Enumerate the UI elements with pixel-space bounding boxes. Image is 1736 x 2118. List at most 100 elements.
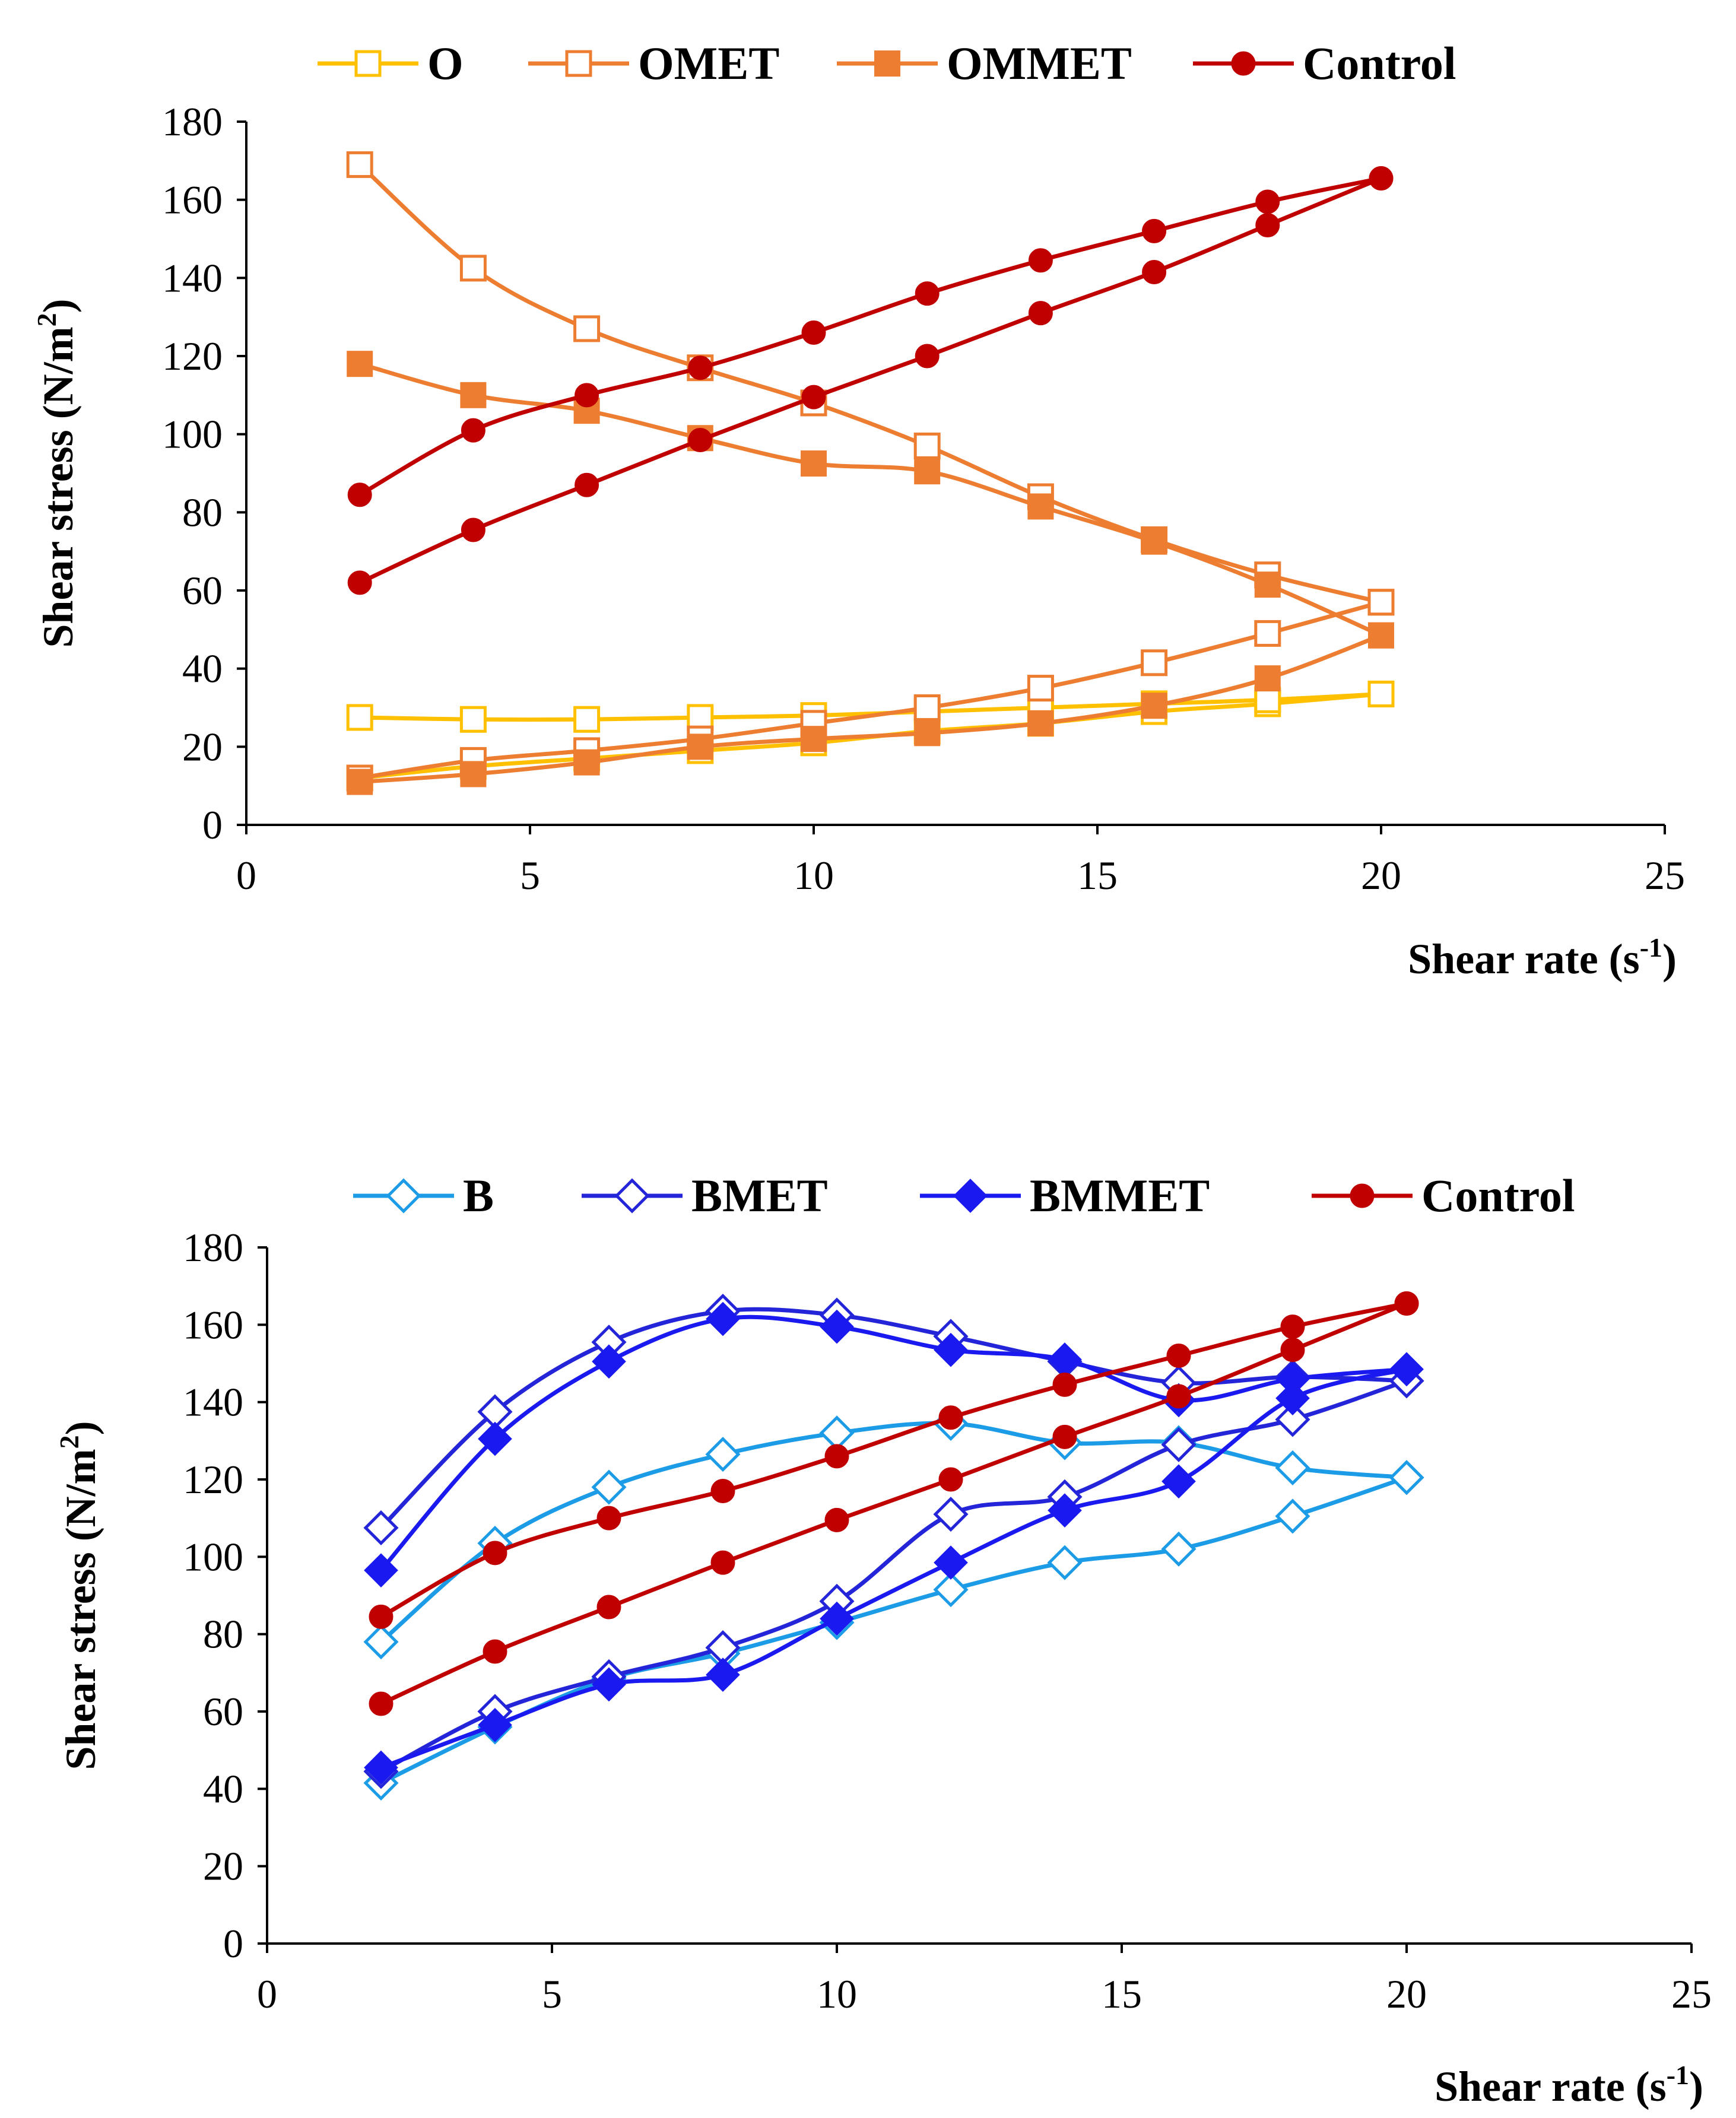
data-point bbox=[706, 1657, 740, 1692]
series-line-up bbox=[379, 1379, 1409, 1774]
chart-bottom: 0 20 40 60 80 100 120 140 160 180 0 5 10 15 20 25 Shear … bbox=[54, 1170, 1712, 2110]
data-point bbox=[346, 151, 373, 178]
data-point bbox=[1275, 1402, 1310, 1437]
data-point bbox=[914, 720, 941, 747]
series-b bbox=[363, 1405, 1424, 1801]
axes: 0 20 40 60 80 100 120 140 160 180 0 5 10 15 20 25 bbox=[162, 99, 1685, 898]
data-point bbox=[483, 1541, 507, 1566]
y-axis-title: Shear stress (N/m2) bbox=[31, 299, 82, 647]
x-tick-label: 15 bbox=[1102, 1971, 1142, 2017]
series-line-down bbox=[357, 176, 1383, 497]
data-point bbox=[460, 761, 487, 787]
data-point bbox=[459, 255, 487, 282]
data-point bbox=[346, 704, 373, 731]
data-point bbox=[1255, 212, 1280, 237]
data-point bbox=[461, 517, 485, 542]
chart-top: 0 20 40 60 80 100 120 140 160 180 0 5 10 15 20 25 Shear … bbox=[31, 37, 1685, 983]
legend-item: BMMET bbox=[920, 1170, 1210, 1221]
series-control bbox=[347, 166, 1394, 595]
data-point bbox=[1027, 710, 1054, 736]
x-tick-label: 0 bbox=[236, 853, 256, 898]
x-tick-label: 10 bbox=[794, 853, 834, 898]
data-point bbox=[1052, 1372, 1077, 1397]
x-tick-label: 25 bbox=[1671, 1971, 1712, 2017]
data-point bbox=[592, 1344, 626, 1379]
x-tick-label: 25 bbox=[1645, 853, 1685, 898]
legend: B BMET BMMET Control bbox=[353, 1170, 1575, 1221]
y-tick-label: 160 bbox=[162, 177, 223, 223]
legend-label: BMMET bbox=[1030, 1170, 1210, 1221]
data-point bbox=[573, 315, 601, 342]
legend-label: OMET bbox=[638, 37, 779, 89]
data-point bbox=[347, 570, 372, 595]
data-point bbox=[688, 355, 713, 380]
y-tick-label: 0 bbox=[223, 1921, 243, 1966]
data-point bbox=[914, 458, 941, 485]
series-line-up bbox=[379, 1301, 1409, 1706]
y-tick-label: 180 bbox=[183, 1225, 243, 1270]
data-point bbox=[687, 733, 713, 760]
legend-label: Control bbox=[1303, 37, 1456, 89]
legend-label: BMET bbox=[691, 1170, 828, 1221]
data-point bbox=[347, 351, 373, 377]
data-point bbox=[478, 1421, 512, 1456]
data-point bbox=[1368, 622, 1394, 649]
data-point bbox=[1275, 1498, 1310, 1534]
data-point bbox=[801, 320, 826, 345]
y-tick-label: 100 bbox=[183, 1534, 243, 1579]
data-point bbox=[1369, 166, 1394, 190]
legend-marker bbox=[953, 1179, 988, 1213]
data-point bbox=[706, 1301, 740, 1336]
data-point bbox=[710, 1550, 735, 1575]
legend-item: Control bbox=[1193, 37, 1456, 89]
series-line-down bbox=[379, 1307, 1409, 1530]
data-point bbox=[824, 1444, 849, 1469]
series-line-up bbox=[379, 1367, 1409, 1770]
data-point bbox=[933, 1572, 969, 1608]
data-point bbox=[933, 1497, 969, 1532]
x-tick-label: 5 bbox=[520, 853, 540, 898]
legend-marker bbox=[354, 50, 382, 77]
data-point bbox=[915, 344, 940, 369]
data-point bbox=[1161, 1531, 1197, 1567]
x-tick-label: 15 bbox=[1077, 853, 1118, 898]
legend-marker bbox=[386, 1178, 421, 1214]
data-point bbox=[705, 1437, 741, 1472]
data-point bbox=[801, 385, 826, 409]
data-point bbox=[592, 1667, 626, 1702]
data-point bbox=[363, 1624, 399, 1660]
data-point bbox=[1052, 1424, 1077, 1449]
data-point bbox=[460, 382, 487, 408]
data-point bbox=[1367, 589, 1395, 616]
data-point bbox=[819, 1415, 855, 1451]
legend-marker bbox=[614, 1178, 650, 1214]
data-point bbox=[364, 1750, 398, 1785]
legend-item: Control bbox=[1312, 1170, 1575, 1221]
x-tick-label: 5 bbox=[542, 1971, 562, 2017]
data-point bbox=[1389, 1460, 1424, 1495]
data-point bbox=[938, 1405, 963, 1430]
data-point bbox=[347, 482, 372, 507]
data-point bbox=[915, 281, 940, 306]
data-point bbox=[824, 1507, 849, 1532]
data-point bbox=[1394, 1291, 1419, 1316]
series-line-up bbox=[379, 1475, 1409, 1786]
y-tick-label: 80 bbox=[203, 1612, 243, 1657]
series-line-up bbox=[357, 600, 1383, 780]
data-point bbox=[801, 450, 827, 477]
series-ommet bbox=[347, 351, 1394, 795]
data-point bbox=[1166, 1384, 1191, 1409]
data-point bbox=[1161, 1464, 1196, 1499]
legend-label: O bbox=[427, 37, 464, 89]
data-point bbox=[591, 1469, 627, 1505]
series-bmmet bbox=[364, 1301, 1424, 1785]
x-tick-label: 10 bbox=[817, 1971, 857, 2017]
series-line-down bbox=[357, 361, 1383, 638]
legend-marker bbox=[565, 50, 592, 77]
data-point bbox=[1389, 1352, 1424, 1387]
data-point bbox=[363, 1510, 399, 1545]
data-point bbox=[347, 769, 373, 795]
y-tick-label: 180 bbox=[162, 99, 223, 144]
data-point bbox=[913, 432, 941, 459]
data-point bbox=[1141, 528, 1167, 555]
